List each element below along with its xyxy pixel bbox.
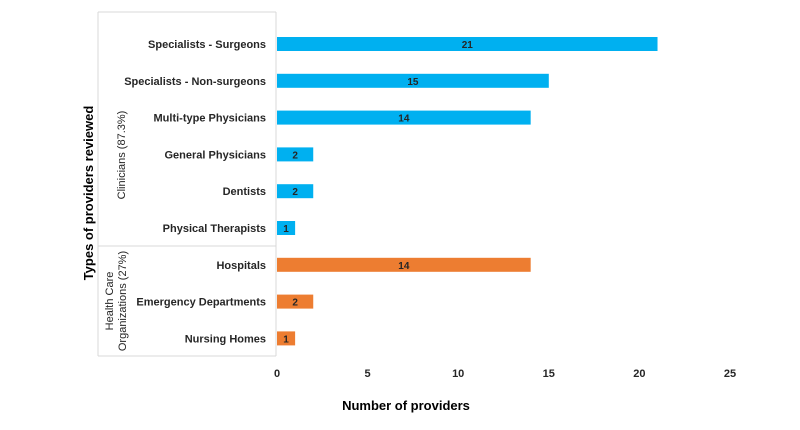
- bar-dentists: [277, 184, 314, 199]
- data-label-specialists-surgeons: 21: [462, 40, 474, 51]
- category-label-specialists-non-surgeons: Specialists - Non-surgeons: [124, 76, 266, 88]
- data-label-multi-type-physicians: 14: [398, 114, 410, 125]
- category-label-multi-type-physicians: Multi-type Physicians: [154, 113, 266, 125]
- category-labels: Specialists - Surgeons Specialists - Non-…: [124, 39, 266, 345]
- group-label-hco-line2: Organizations (27%): [117, 251, 129, 351]
- x-tick-label-20: 20: [633, 368, 645, 380]
- x-axis-ticks: 0 5 10 15 20 25: [274, 368, 736, 380]
- data-label-emergency-departments: 2: [292, 298, 298, 309]
- category-label-hospitals: Hospitals: [216, 260, 266, 272]
- bar-hospitals: [277, 257, 531, 272]
- group-frame: [97, 11, 277, 357]
- group-label-clinicians: Clinicians (87.3%): [116, 111, 128, 200]
- category-label-physical-therapists: Physical Therapists: [163, 223, 266, 235]
- group-label-hco-line1: Health Care: [104, 272, 116, 331]
- data-label-nursing-homes: 1: [283, 334, 289, 345]
- category-label-nursing-homes: Nursing Homes: [185, 333, 266, 345]
- bar-specialists-surgeons: [277, 37, 658, 51]
- bar-nursing-homes: [277, 331, 296, 346]
- bar-general-physicians: [277, 147, 314, 162]
- bar-emergency-departments: [277, 294, 314, 309]
- x-tick-label-5: 5: [365, 368, 371, 380]
- data-label-hospitals: 14: [398, 261, 410, 272]
- data-label-specialists-non-surgeons: 15: [407, 77, 419, 88]
- x-tick-label-15: 15: [543, 368, 555, 380]
- category-label-dentists: Dentists: [223, 186, 266, 198]
- data-label-general-physicians: 2: [292, 150, 298, 161]
- bars: [277, 37, 658, 346]
- data-label-physical-therapists: 1: [283, 224, 289, 235]
- bar-multi-type-physicians: [277, 110, 531, 125]
- bar-physical-therapists: [277, 221, 296, 235]
- x-axis-title: Number of providers: [342, 398, 470, 413]
- x-tick-label-10: 10: [452, 368, 464, 380]
- data-label-dentists: 2: [292, 187, 298, 198]
- x-tick-label-0: 0: [274, 368, 280, 380]
- category-label-general-physicians: General Physicians: [165, 149, 267, 161]
- bar-specialists-non-surgeons: [277, 73, 549, 88]
- category-label-emergency-departments: Emergency Departments: [136, 297, 266, 309]
- x-tick-label-25: 25: [724, 368, 736, 380]
- category-label-specialists-surgeons: Specialists - Surgeons: [148, 39, 266, 51]
- y-axis-title: Types of providers reviewed: [81, 106, 96, 281]
